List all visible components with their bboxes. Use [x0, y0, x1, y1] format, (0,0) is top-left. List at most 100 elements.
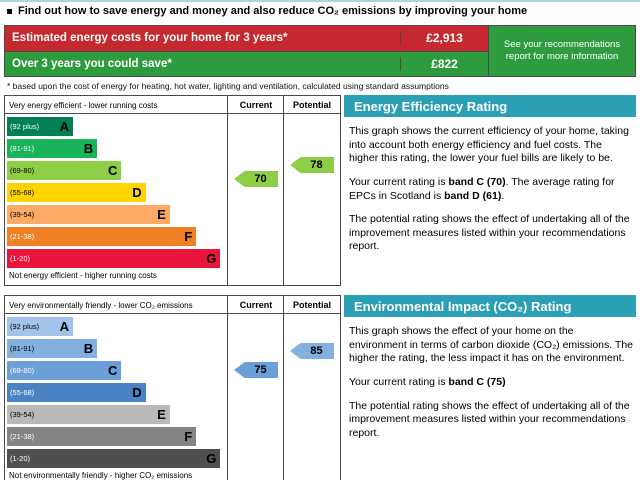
environmental-impact-panel: Environmental Impact (CO₂) Rating This g…	[344, 295, 636, 450]
bullet-icon	[7, 8, 12, 14]
band-bar-g: (1-20) G	[7, 249, 221, 268]
band-letter: E	[157, 207, 166, 222]
potential-column-label: Potential	[292, 100, 331, 110]
energy-potential-note: The potential rating shows the effect of…	[349, 213, 630, 253]
band-bar-b: (81-91) B	[7, 139, 98, 158]
recommendations-note: See your recommendations report for more…	[488, 26, 635, 76]
band-bar-c: (69-80) C	[7, 161, 122, 180]
estimated-costs-label: Estimated energy costs for your home for…	[12, 32, 288, 45]
energy-costs-table: Estimated energy costs for your home for…	[4, 25, 636, 77]
environmental-impact-chart: Very environmentally friendly - lower CO…	[4, 295, 341, 480]
band-bar-f: (21-38) F	[7, 427, 197, 446]
band-letter: A	[59, 119, 69, 134]
chart-top-label: Very energy efficient - lower running co…	[9, 101, 158, 110]
potential-column-divider	[283, 96, 284, 285]
band-row-c: (69-80) C	[5, 359, 227, 381]
band-row-b: (81-91) B	[5, 337, 227, 359]
band-row-b: (81-91) B	[5, 137, 227, 159]
band-row-a: (92 plus) A	[5, 115, 227, 137]
estimated-costs-row: Estimated energy costs for your home for…	[5, 26, 488, 52]
environment-panel-title: Environmental Impact (CO₂) Rating	[344, 295, 636, 317]
chart-header: Very environmentally friendly - lower CO…	[5, 296, 340, 314]
band-row-d: (55-68) D	[5, 381, 227, 403]
savings-label: Over 3 years you could save*	[12, 57, 172, 70]
band-row-d: (55-68) D	[5, 181, 227, 203]
band-bar-d: (55-68) D	[7, 383, 146, 402]
energy-rating-summary: Your current rating is band C (70). The …	[349, 175, 615, 202]
band-row-g: (1-20) G	[5, 247, 227, 269]
current-column-divider	[227, 96, 228, 285]
band-letter: G	[206, 251, 217, 266]
assumptions-footnote: * based upon the cost of energy for heat…	[7, 81, 449, 91]
band-bar-c: (69-80) C	[7, 361, 122, 380]
chart-bottom-label: Not environmentally friendly - higher CO…	[9, 471, 193, 480]
potential-column-label: Potential	[292, 300, 331, 310]
band-letter: C	[108, 363, 118, 378]
band-letter: B	[83, 341, 94, 356]
band-letter: C	[108, 163, 118, 178]
document-title-text: Find out how to save energy and money an…	[18, 5, 528, 17]
current-column-label: Current	[239, 100, 273, 110]
band-range-label: (21-38)	[10, 432, 35, 441]
band-letter: F	[184, 229, 193, 244]
band-letter: F	[184, 429, 193, 444]
energy-description: This graph shows the current efficiency …	[349, 125, 629, 165]
band-bar-d: (55-68) D	[7, 183, 146, 202]
estimated-costs-value: £2,913	[400, 31, 488, 46]
band-row-f: (21-38) F	[5, 225, 227, 247]
band-range-label: (69-80)	[10, 166, 35, 175]
chart-top-label: Very environmentally friendly - lower CO…	[9, 301, 193, 310]
band-range-label: (55-68)	[10, 188, 35, 197]
band-letter: D	[132, 185, 142, 200]
current-column-label: Current	[239, 300, 273, 310]
band-row-e: (39-54) E	[5, 403, 227, 425]
band-row-a: (92 plus) A	[5, 315, 227, 337]
energy-efficiency-panel: Energy Efficiency Rating This graph show…	[344, 95, 636, 264]
savings-value: £822	[400, 56, 488, 71]
band-range-label: (39-54)	[10, 410, 35, 419]
environment-description: This graph shows the effect of your home…	[349, 325, 633, 365]
band-range-label: (1-20)	[10, 454, 31, 463]
band-bar-a: (92 plus) A	[7, 117, 73, 136]
current-column-divider	[227, 296, 228, 480]
costs-rows: Estimated energy costs for your home for…	[5, 26, 488, 76]
band-bar-g: (1-20) G	[7, 449, 221, 468]
environment-potential-note: The potential rating shows the effect of…	[349, 399, 630, 439]
band-row-f: (21-38) F	[5, 425, 227, 447]
chart-bottom-label: Not energy efficient - higher running co…	[9, 271, 157, 280]
band-letter: D	[132, 385, 142, 400]
energy-panel-body: This graph shows the current efficiency …	[344, 117, 636, 254]
savings-row: Over 3 years you could save* £822	[5, 51, 488, 76]
band-bar-a: (92 plus) A	[7, 317, 73, 336]
environment-rating-summary: Your current rating is band C (75)	[349, 375, 506, 388]
rating-bands: (92 plus) A (81-91) B (69-80) C (55-68) D (39-54…	[5, 315, 227, 469]
potential-rating-arrow: 85	[290, 343, 334, 359]
band-row-c: (69-80) C	[5, 159, 227, 181]
band-letter: B	[83, 141, 94, 156]
band-range-label: (81-91)	[10, 144, 35, 153]
band-bar-b: (81-91) B	[7, 339, 98, 358]
band-bar-f: (21-38) F	[7, 227, 197, 246]
band-range-label: (21-38)	[10, 232, 35, 241]
band-bar-e: (39-54) E	[7, 205, 170, 224]
band-bar-e: (39-54) E	[7, 405, 170, 424]
current-rating-arrow: 70	[234, 171, 278, 187]
band-range-label: (81-91)	[10, 344, 35, 353]
band-range-label: (1-20)	[10, 254, 31, 263]
band-letter: E	[157, 407, 166, 422]
band-row-e: (39-54) E	[5, 203, 227, 225]
band-range-label: (69-80)	[10, 366, 35, 375]
band-range-label: (92 plus)	[10, 322, 40, 331]
document-title: Find out how to save energy and money an…	[7, 5, 527, 17]
band-letter: A	[59, 319, 69, 334]
environment-panel-body: This graph shows the effect of your home…	[344, 317, 636, 440]
rating-bands: (92 plus) A (81-91) B (69-80) C (55-68) D (39-54…	[5, 115, 227, 269]
band-range-label: (39-54)	[10, 210, 35, 219]
band-letter: G	[206, 451, 217, 466]
current-rating-arrow: 75	[234, 362, 278, 378]
potential-column-divider	[283, 296, 284, 480]
band-range-label: (92 plus)	[10, 122, 40, 131]
energy-panel-title: Energy Efficiency Rating	[344, 95, 636, 117]
band-range-label: (55-68)	[10, 388, 35, 397]
